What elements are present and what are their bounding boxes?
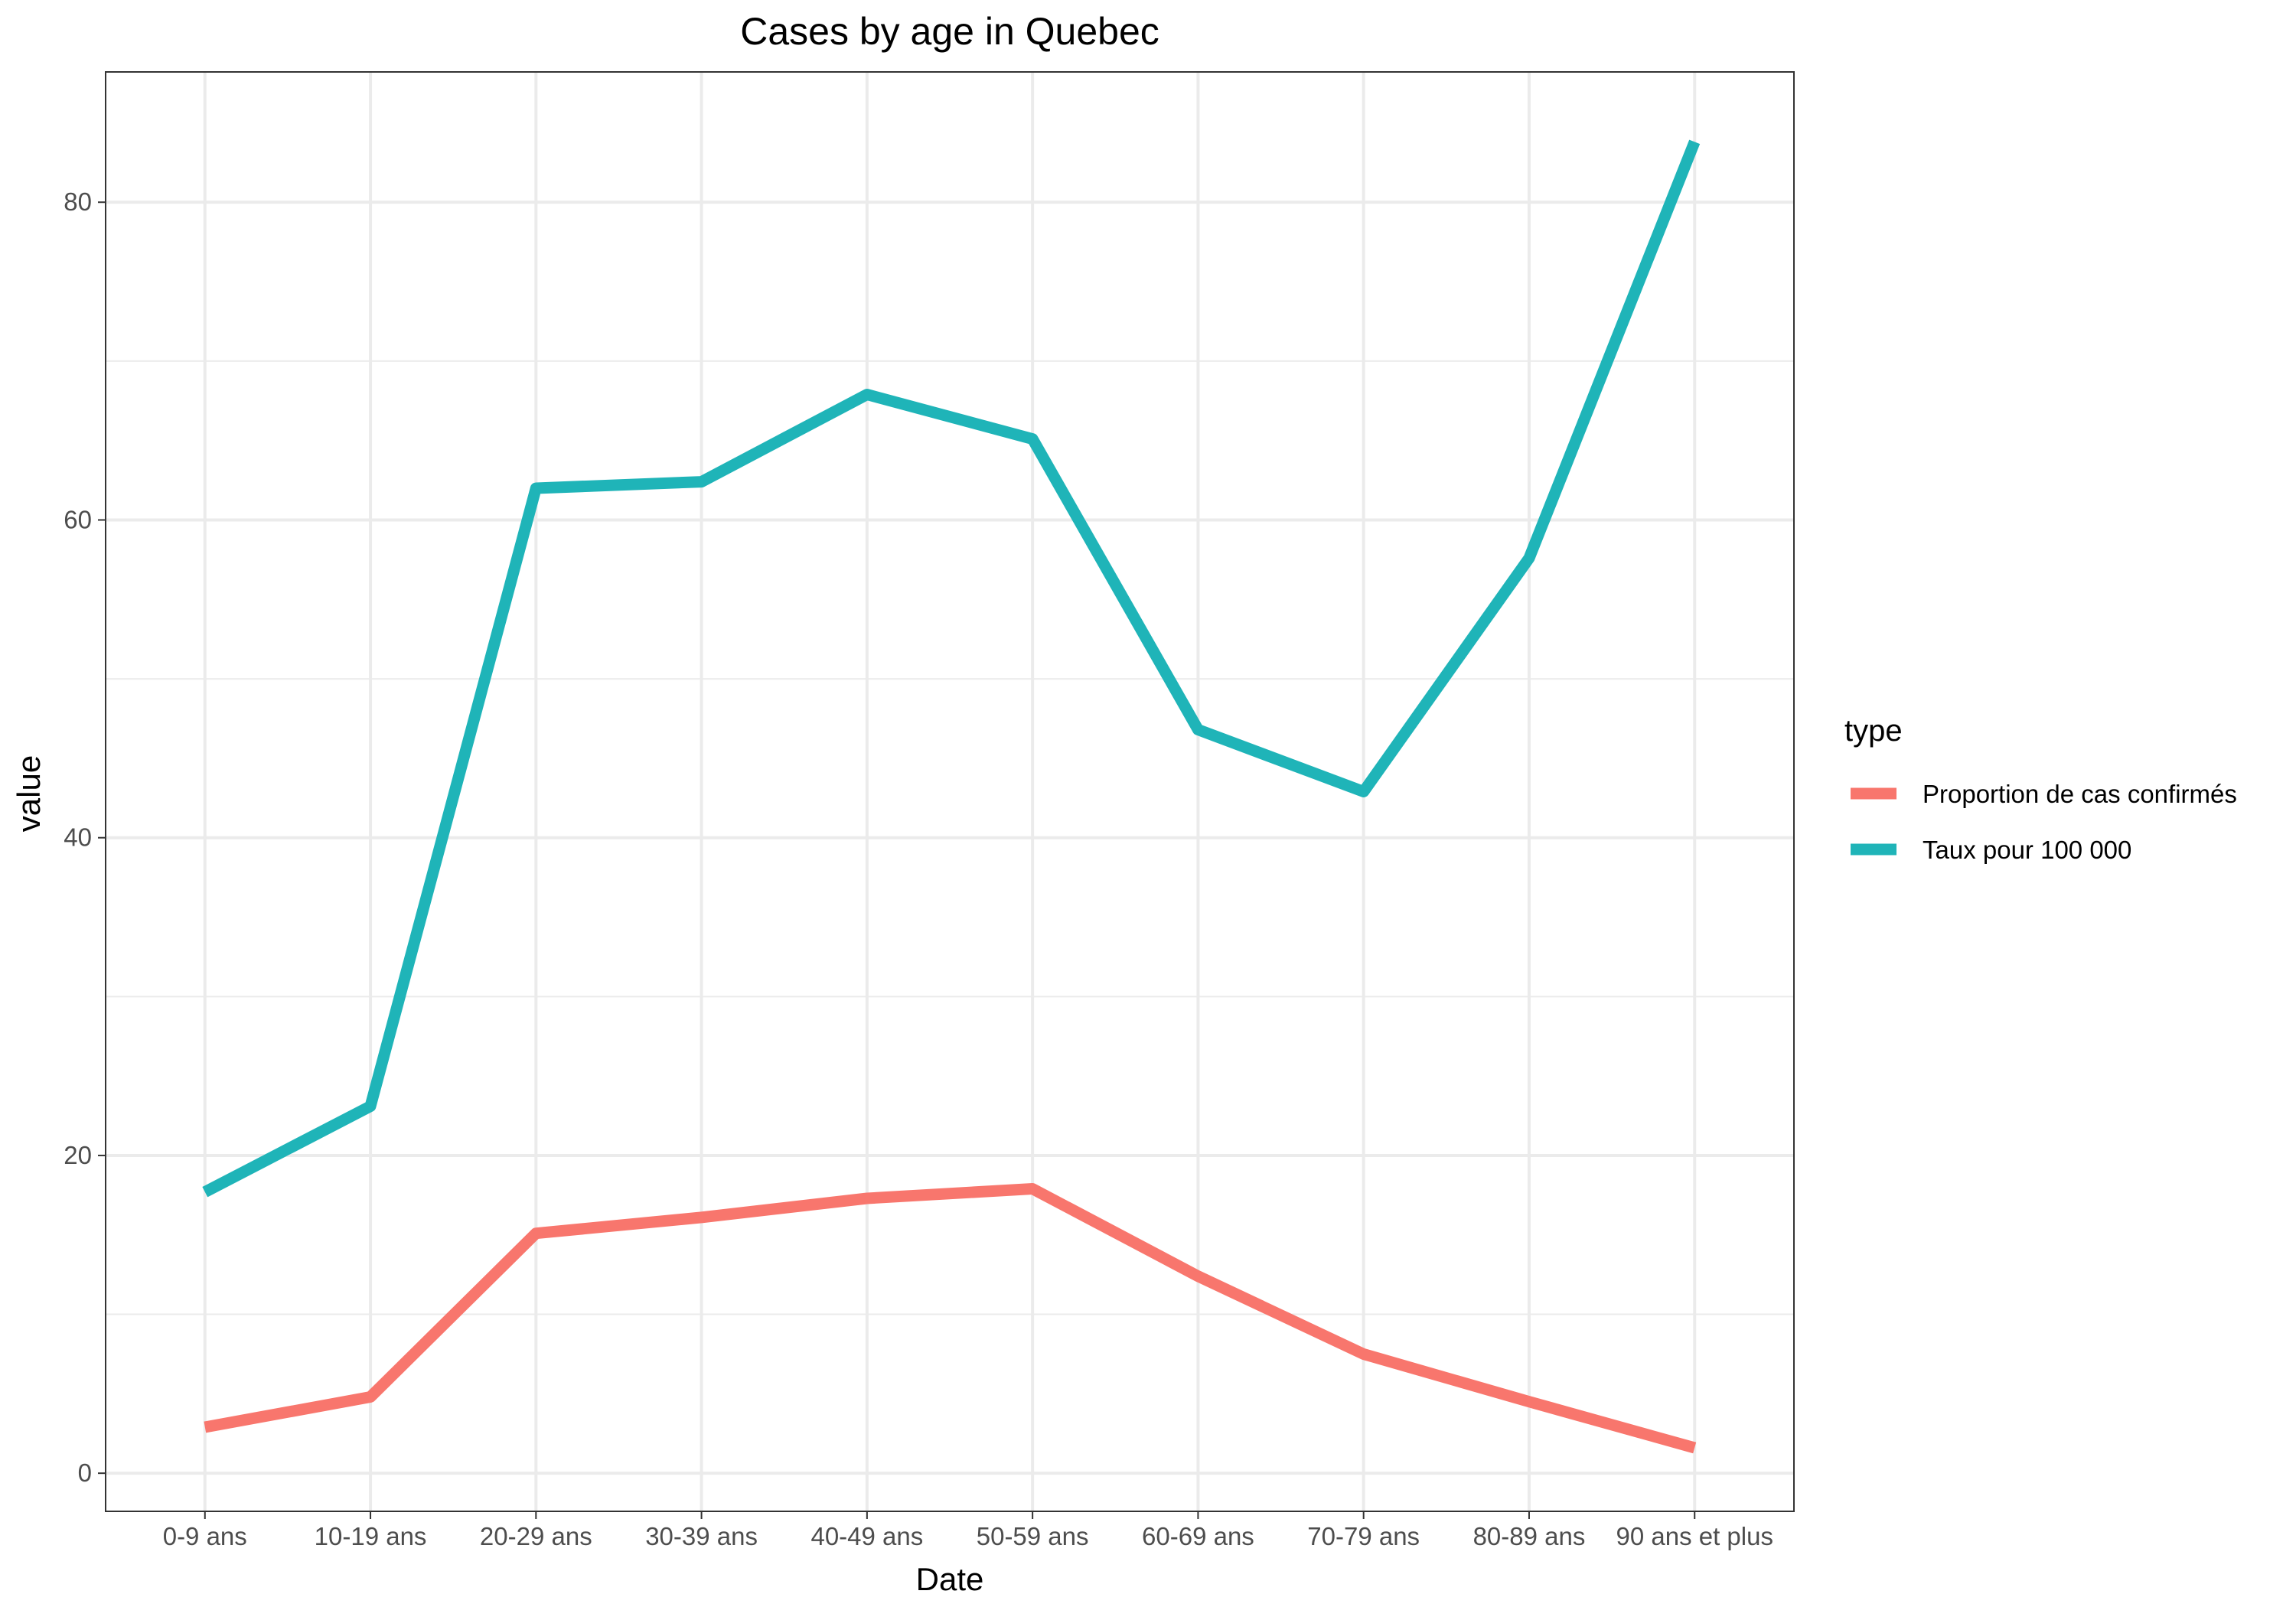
x-tick-label: 20-29 ans xyxy=(480,1522,592,1550)
series-line-proportion-de-cas-confirm-s xyxy=(204,1183,1697,1454)
x-axis-title: Date xyxy=(916,1561,984,1597)
y-tick-label: 60 xyxy=(64,505,92,533)
legend-label: Taux pour 100 000 xyxy=(1923,836,2131,864)
plot-panel xyxy=(106,72,1794,1511)
x-tick-label: 40-49 ans xyxy=(810,1522,923,1550)
x-tick-label: 30-39 ans xyxy=(645,1522,758,1550)
minor-gridlines xyxy=(106,360,1794,1315)
legend-title: type xyxy=(1844,714,1903,748)
y-tick-label: 80 xyxy=(64,187,92,216)
y-tick-label: 0 xyxy=(78,1459,92,1487)
x-tick-label: 80-89 ans xyxy=(1473,1522,1586,1550)
y-tick-label: 20 xyxy=(64,1141,92,1169)
y-tick-label: 40 xyxy=(64,823,92,852)
series-lines xyxy=(202,139,1701,1454)
major-gridlines xyxy=(106,72,1794,1511)
series-line-taux-pour-100-000 xyxy=(202,139,1701,1198)
x-tick-label: 60-69 ans xyxy=(1142,1522,1254,1550)
y-axis-title: value xyxy=(11,755,47,832)
legend-label: Proportion de cas confirmés xyxy=(1923,780,2237,808)
panel-background xyxy=(106,72,1794,1511)
x-axis-ticks: 0-9 ans 10-19 ans 20-29 ans 30-39 ans 40-49 … xyxy=(163,1511,1773,1550)
x-tick-label: 90 ans et plus xyxy=(1616,1522,1773,1550)
x-tick-label: 50-59 ans xyxy=(977,1522,1089,1550)
chart-title: Cases by age in Quebec xyxy=(740,10,1159,53)
x-tick-label: 70-79 ans xyxy=(1307,1522,1420,1550)
legend: type Proportion de cas confirmés Taux pou… xyxy=(1844,714,2237,864)
panel-border-rect xyxy=(105,71,1795,1512)
x-tick-label: 0-9 ans xyxy=(163,1522,247,1550)
plot-border xyxy=(105,71,1795,1512)
y-axis-ticks: 0 20 40 60 80 xyxy=(64,187,106,1487)
x-tick-label: 10-19 ans xyxy=(315,1522,427,1550)
